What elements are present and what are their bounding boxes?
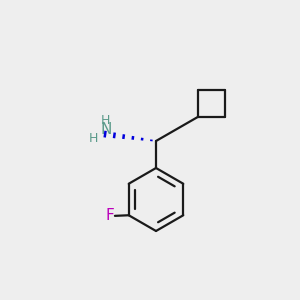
- Text: H: H: [101, 114, 111, 128]
- Text: N: N: [100, 122, 112, 137]
- Text: F: F: [106, 208, 115, 223]
- Text: H: H: [89, 132, 99, 146]
